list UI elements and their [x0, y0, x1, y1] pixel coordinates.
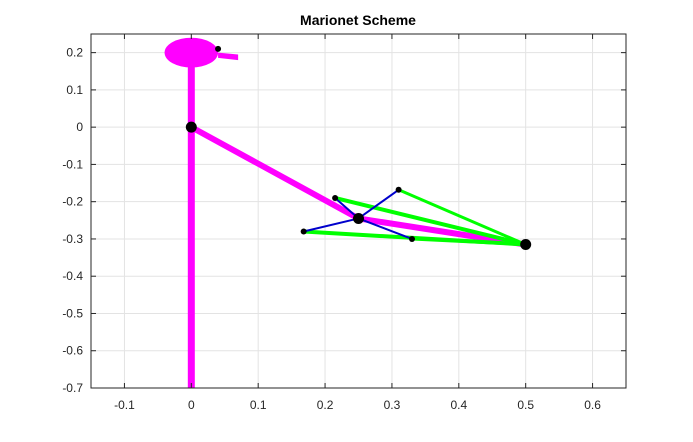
y-tick-label: 0.1	[66, 83, 83, 97]
y-tick-label: -0.6	[62, 344, 83, 358]
x-tick-label: 0.2	[317, 398, 334, 412]
x-tick-label: 0.5	[517, 398, 534, 412]
strings-line	[411, 237, 526, 247]
joint-marker-large	[353, 212, 364, 224]
beak-shape	[218, 52, 239, 61]
x-tick-label: -0.1	[114, 398, 135, 412]
joint-marker-large	[520, 239, 532, 251]
joint-marker-large	[185, 121, 197, 133]
strings-line	[334, 196, 527, 247]
strings-line	[398, 188, 527, 246]
chart-title: Marionet Scheme	[300, 12, 416, 28]
x-tick-label: 0.3	[384, 398, 401, 412]
y-tick-label: -0.7	[62, 381, 83, 395]
x-tick-label: 0.1	[250, 398, 267, 412]
y-tick-label: 0.2	[66, 46, 83, 60]
x-tick-label: 0.6	[584, 398, 601, 412]
x-tick-label: 0.4	[450, 398, 467, 412]
y-tick-label: -0.1	[62, 157, 83, 171]
data-layer	[164, 37, 532, 388]
y-tick-label: -0.2	[62, 195, 83, 209]
y-tick-label: -0.5	[62, 306, 83, 320]
plot-content	[164, 37, 532, 388]
head-circle	[164, 37, 219, 68]
plot-background	[91, 34, 626, 388]
joint-marker-small	[332, 194, 339, 201]
plot-frame	[90, 33, 627, 389]
joint-marker-small	[215, 45, 222, 52]
joint-marker-small	[395, 186, 402, 193]
y-tick-label: -0.3	[62, 232, 83, 246]
y-tick-label: -0.4	[62, 269, 83, 283]
ticks: -0.1 0 0.1 0.2 0.3 0.4 0.5 0.6 0.2 0.1 0 -0.1 -0.2 -0…	[62, 34, 626, 412]
y-tick-label: 0	[76, 120, 83, 134]
joint-marker-small	[409, 235, 415, 242]
joint-marker-small	[300, 228, 307, 235]
x-tick-label: 0	[188, 398, 195, 412]
